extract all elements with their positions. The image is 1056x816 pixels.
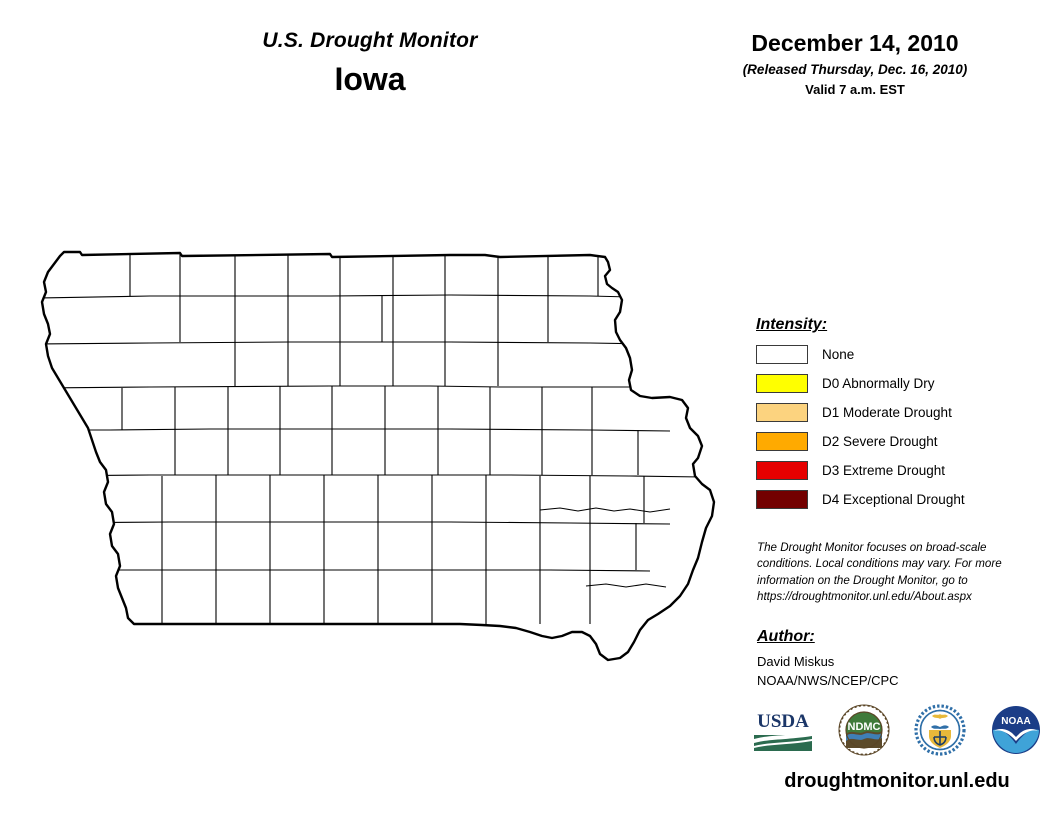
legend-item-none[interactable]: None: [756, 343, 1026, 366]
title-block: U.S. Drought Monitor Iowa: [120, 28, 620, 99]
legend-swatch-none: [756, 345, 808, 364]
date-valid: Valid 7 a.m. EST: [805, 81, 905, 97]
iowa-drought-map[interactable]: [30, 240, 750, 710]
legend-item-d0[interactable]: D0 Abnormally Dry: [756, 372, 1026, 395]
legend-item-d2[interactable]: D2 Severe Drought: [756, 430, 1026, 453]
author-name: David Miskus: [757, 654, 835, 669]
legend-title: Intensity:: [756, 316, 828, 333]
date-main: December 14, 2010: [751, 30, 959, 56]
legend-label-d4: D4 Exceptional Drought: [822, 492, 965, 507]
svg-text:NDMC: NDMC: [848, 721, 881, 733]
logo-row: USDA NDMC: [752, 703, 1042, 761]
legend-item-d3[interactable]: D3 Extreme Drought: [756, 459, 1026, 482]
legend-swatch-d3: [756, 461, 808, 480]
page-title: U.S. Drought Monitor: [262, 29, 478, 52]
legend-label-d2: D2 Severe Drought: [822, 434, 938, 449]
legend-label-d1: D1 Moderate Drought: [822, 405, 952, 420]
author-title: Author:: [757, 628, 815, 645]
legend-swatch-d2: [756, 432, 808, 451]
svg-text:USDA: USDA: [757, 711, 809, 732]
state-fill: [42, 252, 714, 660]
legend-swatch-d0: [756, 374, 808, 393]
legend-label-d0: D0 Abnormally Dry: [822, 376, 935, 391]
noaa-logo[interactable]: NOAA: [990, 704, 1042, 761]
date-block: December 14, 2010 (Released Thursday, De…: [690, 30, 1020, 97]
legend-swatch-d4: [756, 490, 808, 509]
legend-label-d3: D3 Extreme Drought: [822, 463, 946, 478]
disclaimer-text: The Drought Monitor focuses on broad-sca…: [757, 541, 1002, 604]
usda-seal-logo[interactable]: [914, 703, 966, 761]
legend-swatch-d1: [756, 403, 808, 422]
intensity-legend: Intensity: None D0 Abnormally Dry D1 Mod…: [756, 316, 1026, 517]
usda-logo[interactable]: USDA: [752, 705, 814, 760]
site-url[interactable]: droughtmonitor.unl.edu: [784, 770, 1010, 792]
author-affiliation: NOAA/NWS/NCEP/CPC: [757, 672, 899, 688]
ndmc-logo[interactable]: NDMC: [838, 704, 890, 761]
date-released: (Released Thursday, Dec. 16, 2010): [742, 61, 968, 77]
state-title: Iowa: [334, 61, 406, 98]
legend-item-d4[interactable]: D4 Exceptional Drought: [756, 488, 1026, 511]
legend-item-d1[interactable]: D1 Moderate Drought: [756, 401, 1026, 424]
legend-label-none: None: [822, 347, 855, 362]
state-outline: [40, 250, 716, 662]
author-block: Author: David Miskus NOAA/NWS/NCEP/CPC: [757, 628, 1025, 691]
svg-text:NOAA: NOAA: [1001, 716, 1030, 727]
